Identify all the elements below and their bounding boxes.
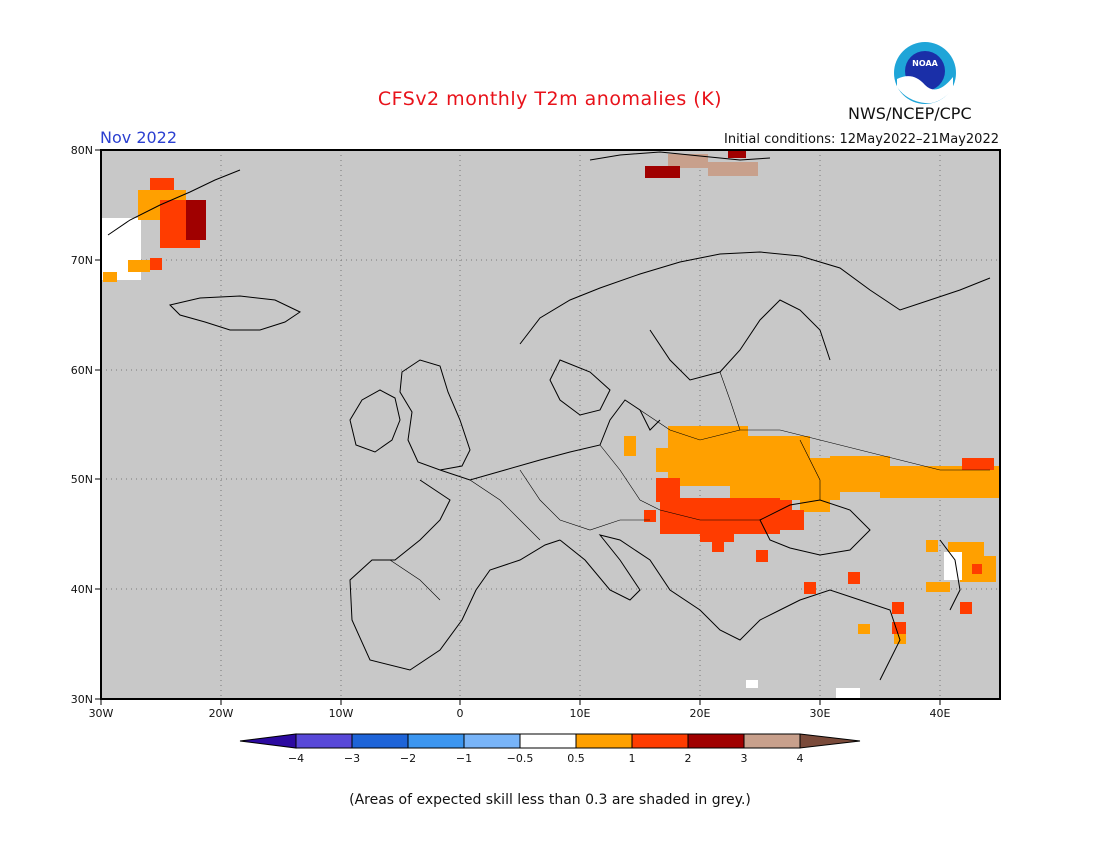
- great-britain-coast: [399, 359, 471, 471]
- ireland-coast: [349, 389, 401, 453]
- lon-label: 20W: [209, 707, 234, 720]
- colorbar-arrow-high: [799, 733, 861, 749]
- skill-footnote: (Areas of expected skill less than 0.3 a…: [349, 792, 751, 808]
- lat-label: 50N: [71, 473, 93, 486]
- forecast-month: Nov 2022: [100, 128, 178, 147]
- lon-label: 0: [457, 707, 464, 720]
- caucasus-anomaly: [926, 540, 996, 592]
- colorbar-label: 2: [685, 752, 692, 765]
- lon-label: 30W: [89, 707, 114, 720]
- caspian-coast: [939, 539, 961, 611]
- black-sea-coast: [759, 499, 871, 556]
- lon-label: 10W: [329, 707, 354, 720]
- scandinavia-north-coast: [519, 251, 991, 345]
- anomaly-patches: [101, 150, 1000, 698]
- lat-label: 60N: [71, 364, 93, 377]
- colorbar-segment: [407, 733, 465, 749]
- colorbar-segment: [519, 733, 577, 749]
- colorbar-labels: −4 −3 −2 −1 −0.5 0.5 1 2 3 4: [288, 752, 804, 765]
- axis-ticks: [95, 149, 941, 705]
- colorbar-label: 4: [797, 752, 804, 765]
- colorbar-label: 1: [629, 752, 636, 765]
- colorbar-label: −4: [288, 752, 304, 765]
- lon-label: 40E: [930, 707, 951, 720]
- agency-label: NWS/NCEP/CPC: [848, 104, 972, 123]
- colorbar: [239, 733, 861, 749]
- lon-label: 30E: [810, 707, 831, 720]
- colorbar-segment: [631, 733, 689, 749]
- longitude-labels: 30W 20W 10W 0 10E 20E 30E 40E: [89, 707, 951, 720]
- colorbar-label: 3: [741, 752, 748, 765]
- greenland-anomaly: [101, 178, 206, 282]
- mediterranean-coast: [559, 534, 901, 681]
- colorbar-segment: [743, 733, 801, 749]
- svalbard-coast: [589, 151, 771, 161]
- initial-conditions: Initial conditions: 12May2022–21May2022: [724, 132, 999, 147]
- lat-label: 40N: [71, 583, 93, 596]
- colorbar-segment: [687, 733, 745, 749]
- iceland-coast: [169, 295, 302, 331]
- latitude-labels: 80N 70N 60N 50N 40N 30N: [71, 144, 93, 706]
- colorbar-segment: [351, 733, 409, 749]
- colorbar-label: −2: [400, 752, 416, 765]
- colorbar-segment: [463, 733, 521, 749]
- colorbar-segment: [575, 733, 633, 749]
- colorbar-label: −3: [344, 752, 360, 765]
- map-background: [101, 150, 1000, 699]
- greenland-coast: [107, 169, 241, 236]
- baltic-finland-coast: [649, 299, 831, 381]
- colorbar-arrow-low: [239, 733, 297, 749]
- colorbar-segment: [295, 733, 353, 749]
- colorbar-label: −0.5: [507, 752, 534, 765]
- map-frame: [100, 149, 1001, 700]
- country-borders: [389, 371, 990, 601]
- lat-label: 80N: [71, 144, 93, 157]
- lon-label: 10E: [570, 707, 591, 720]
- lat-label: 70N: [71, 254, 93, 267]
- west-europe-coast: [349, 479, 561, 671]
- svalbard-anomaly: [645, 150, 758, 178]
- lon-label: 20E: [690, 707, 711, 720]
- noaa-logo-icon: NOAA: [894, 42, 956, 104]
- colorbar-label: 0.5: [567, 752, 585, 765]
- colorbar-label: −1: [456, 752, 472, 765]
- eastern-europe-anomaly: [624, 426, 1000, 562]
- noaa-logo-text: NOAA: [912, 59, 938, 68]
- south-sweden-norway: [549, 359, 611, 416]
- lat-label: 30N: [71, 693, 93, 706]
- chart-title: CFSv2 monthly T2m anomalies (K): [377, 88, 723, 110]
